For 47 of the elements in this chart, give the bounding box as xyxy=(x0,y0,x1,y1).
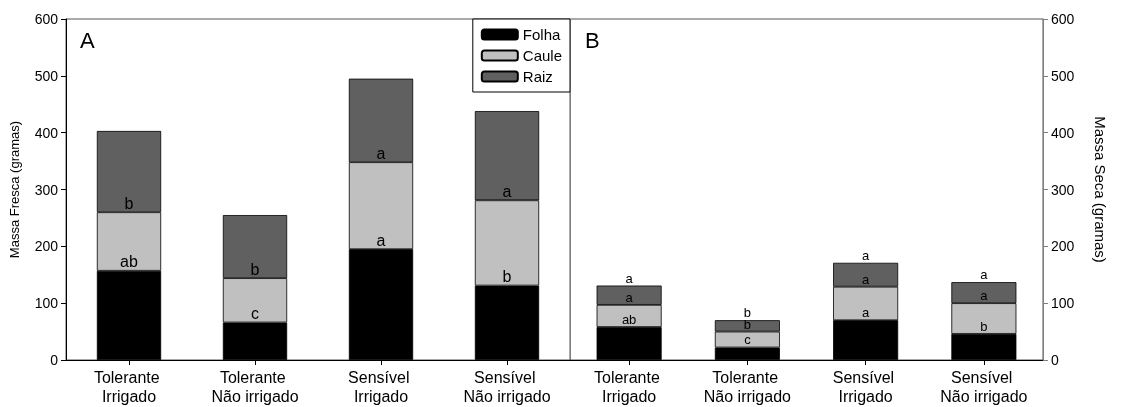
y-tick-label: 500 xyxy=(1051,67,1075,84)
y-tick-label: 100 xyxy=(34,295,59,312)
y-tick-label: 0 xyxy=(50,352,59,368)
y-tick-label: 200 xyxy=(34,238,59,255)
y-tick-label: 600 xyxy=(34,11,59,27)
annotation: c xyxy=(744,332,752,348)
y-tick-label: 500 xyxy=(34,67,59,84)
annotation: ab xyxy=(621,312,637,328)
y-tick-label: 200 xyxy=(1051,238,1075,255)
x-tick-label: Sensível Irrigado xyxy=(348,369,414,405)
y-tick-label: 600 xyxy=(1051,11,1075,27)
y-tick-label: 300 xyxy=(34,181,59,198)
y-tick-label: 300 xyxy=(1051,181,1075,198)
y-tick-label: 400 xyxy=(34,124,59,141)
y-tick-label: 400 xyxy=(1051,124,1075,141)
annotation: b xyxy=(980,318,988,334)
annotation: a xyxy=(625,270,634,286)
annotation: a xyxy=(376,231,386,249)
annotation: a xyxy=(862,271,871,287)
annotation: ab xyxy=(120,253,138,271)
x-tick-label: Tolerante Não irrigado xyxy=(703,369,792,405)
annotation: a xyxy=(980,267,989,283)
y-tick-label: 0 xyxy=(1051,352,1059,368)
x-tick-label: Sensível Irrigado xyxy=(832,369,899,405)
annotation: a xyxy=(862,247,871,263)
chart-title: A xyxy=(80,27,95,53)
x-tick-label: Sensível Não irrigado xyxy=(463,369,551,405)
annotation: a xyxy=(980,288,989,304)
y-axis-title: Massa Seca (gramas) xyxy=(1092,116,1109,263)
x-tick-label: Tolerante Irrigado xyxy=(593,369,665,405)
annotation: a xyxy=(502,182,512,200)
x-tick-label: Sensível Não irrigado xyxy=(940,369,1028,405)
annotation: a xyxy=(625,289,634,305)
x-tick-label: Tolerante Irrigado xyxy=(93,369,165,405)
chart-title: B xyxy=(585,27,600,53)
legend-label: Raiz xyxy=(522,68,553,85)
annotation: c xyxy=(251,304,259,322)
annotation: b xyxy=(124,194,134,212)
y-axis-title: Massa Fresca (gramas) xyxy=(7,120,22,259)
legend-label: Caule xyxy=(522,47,563,64)
annotation: a xyxy=(862,305,871,321)
y-tick-label: 100 xyxy=(1051,295,1075,312)
annotation: b xyxy=(502,268,512,286)
legend-label: Folha xyxy=(522,26,561,43)
x-tick-label: Tolerante Não irrigado xyxy=(211,369,299,405)
annotation: b xyxy=(250,260,260,278)
annotation: a xyxy=(376,144,386,162)
